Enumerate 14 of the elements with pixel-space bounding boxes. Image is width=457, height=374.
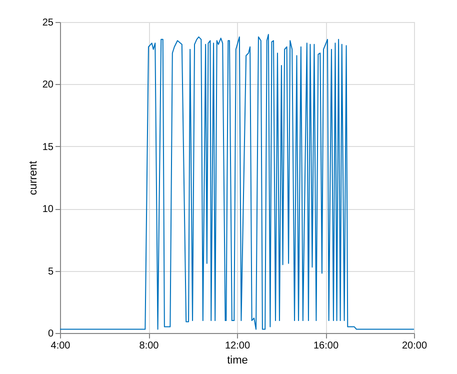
y-tick-label: 5 (48, 266, 54, 278)
y-tick-label: 15 (42, 142, 54, 153)
x-tick-label: 4:00 (50, 340, 71, 352)
y-tick-label: 0 (48, 328, 54, 340)
x-tick-label: 8:00 (139, 340, 160, 352)
y-tick-label: 20 (42, 80, 54, 91)
x-tick-label: 12:00 (224, 340, 250, 352)
x-tick-label: 16:00 (313, 340, 339, 352)
y-axis-title: current (27, 160, 40, 196)
y-tick-label: 25 (42, 18, 54, 28)
y-tick-label: 10 (42, 204, 54, 216)
x-axis-title: time (227, 354, 248, 366)
x-tick-label: 20:00 (402, 340, 428, 352)
line-series (60, 34, 414, 330)
